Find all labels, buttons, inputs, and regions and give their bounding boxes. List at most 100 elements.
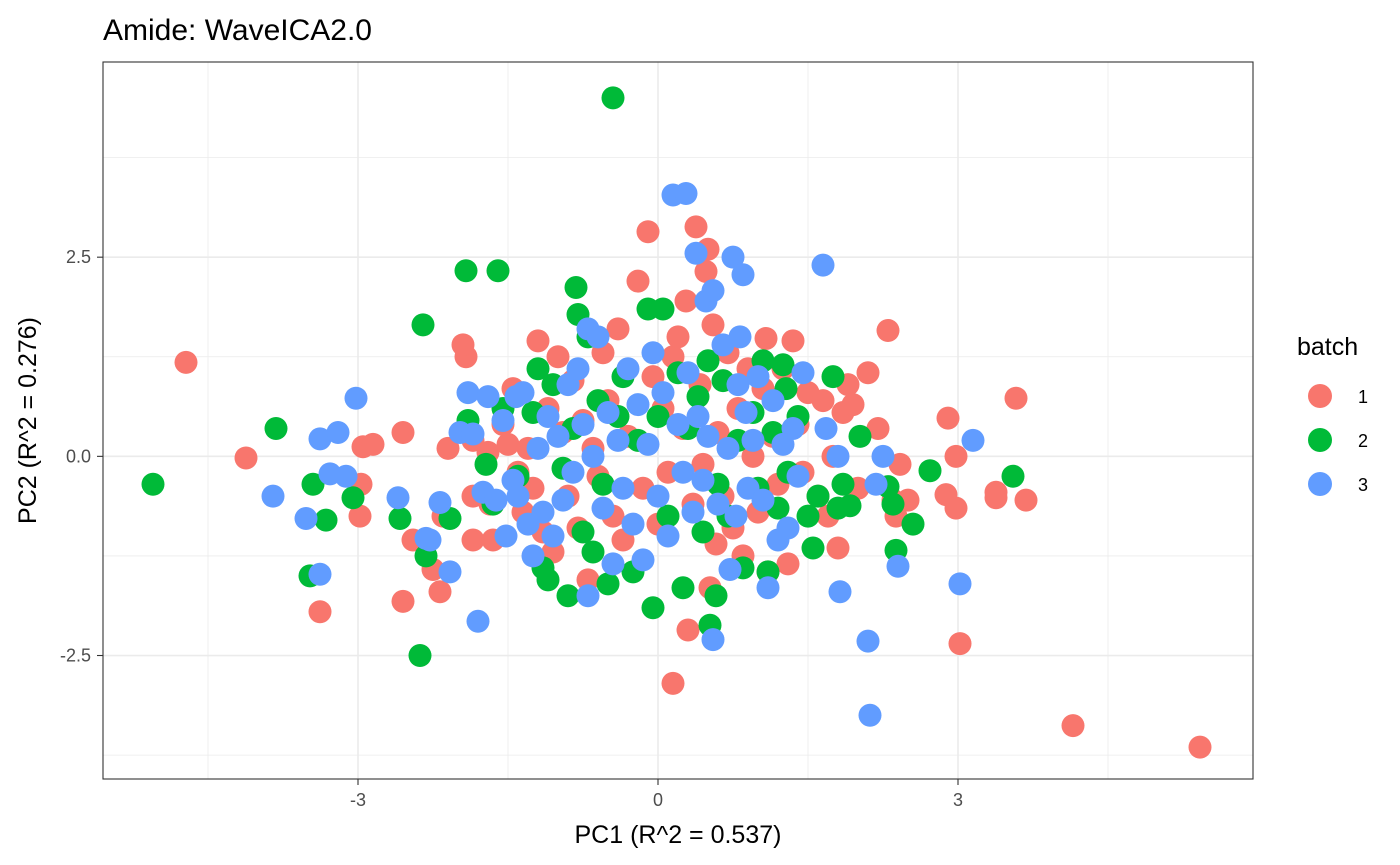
data-point [551,488,575,512]
data-point [841,393,865,417]
data-point [656,504,680,528]
data-point [686,405,710,429]
y-tick-label: -2.5 [60,646,91,666]
data-point [234,446,258,470]
data-point [308,562,332,586]
data-point [564,275,588,299]
data-point [656,524,680,548]
data-point [718,557,742,581]
data-point [676,618,700,642]
data-point [596,572,620,596]
data-point [691,452,715,476]
data-point [876,318,900,342]
data-point [334,464,358,488]
legend-key-3 [1308,472,1332,496]
data-point [651,381,675,405]
data-point [918,459,942,483]
data-point [871,444,895,468]
data-point [326,420,350,444]
data-point [671,576,695,600]
data-point [848,424,872,448]
data-point [776,516,800,540]
data-point [581,444,605,468]
data-point [476,385,500,409]
data-point [641,596,665,620]
legend-label-2: 2 [1358,431,1368,451]
data-point [746,365,770,389]
data-point [944,444,968,468]
data-point [361,432,385,456]
data-point [308,600,332,624]
x-axis-title: PC1 (R^2 = 0.537) [575,821,782,849]
data-point [576,568,600,592]
data-point [428,491,452,515]
data-point [606,317,630,341]
data-point [141,472,165,496]
data-point [486,259,510,283]
data-point [631,548,655,572]
data-point [701,628,725,652]
data-point [1014,488,1038,512]
data-point [694,260,718,284]
data-point [881,492,905,516]
data-point [596,401,620,425]
data-point [526,329,550,353]
data-point [348,504,372,528]
data-point [756,576,780,600]
data-point [264,416,288,440]
data-point [541,524,565,548]
data-point [691,520,715,544]
data-point [456,381,480,405]
data-point [1001,464,1025,488]
legend-label-1: 1 [1358,387,1368,407]
legend-key-2 [1308,428,1332,452]
data-point [674,181,698,205]
data-point [411,313,435,337]
data-point [566,357,590,381]
data-point [301,472,325,496]
data-point [828,580,852,604]
data-point [781,329,805,353]
plot-panel-border [102,61,1254,780]
data-point [691,468,715,492]
data-point [864,472,888,496]
data-point [801,536,825,560]
data-point [621,512,645,536]
x-tick-label: 3 [953,790,963,810]
data-points [141,86,1212,759]
data-point [308,427,332,451]
data-point [601,552,625,576]
data-point [494,524,518,548]
data-point [761,389,785,413]
data-point [701,279,725,303]
data-point [681,500,705,524]
data-point [428,580,452,604]
data-point [586,325,610,349]
data-point [626,269,650,293]
data-point [546,345,570,369]
data-point [591,472,615,496]
data-point [936,406,960,430]
data-point [786,464,810,488]
data-point [726,373,750,397]
data-point [858,703,882,727]
data-point [751,488,775,512]
data-point [438,560,462,584]
data-point [506,484,530,508]
data-point [461,528,485,552]
data-point [901,512,925,536]
data-point [591,496,615,520]
data-point [666,412,690,436]
data-point [466,609,490,633]
data-point [866,416,890,440]
data-point [436,436,460,460]
data-point [721,245,745,269]
data-point [408,644,432,668]
data-point [626,393,650,417]
data-point [741,428,765,452]
data-point [261,484,285,508]
data-point [344,386,368,410]
data-point [661,671,685,695]
data-point [984,486,1008,510]
data-point [616,357,640,381]
